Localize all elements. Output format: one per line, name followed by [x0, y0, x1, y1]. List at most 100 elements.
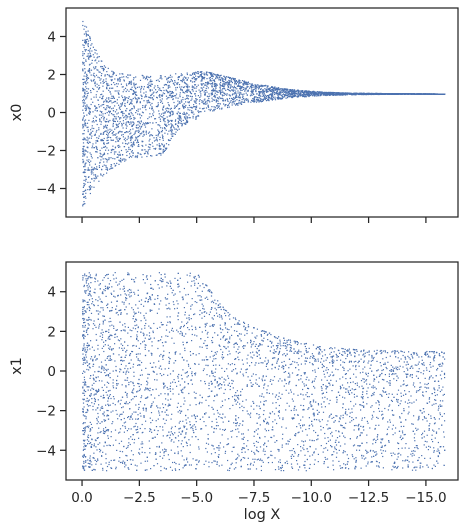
data-point [159, 94, 161, 96]
data-point [308, 93, 310, 95]
data-point [129, 153, 131, 155]
data-point [205, 284, 207, 286]
data-point [151, 135, 154, 137]
data-point [198, 460, 200, 462]
data-point [267, 95, 269, 97]
data-point [90, 153, 92, 156]
data-point [213, 73, 215, 75]
data-point [169, 93, 171, 95]
data-point [151, 134, 153, 136]
data-point [223, 103, 225, 105]
data-point [92, 46, 94, 48]
data-point [356, 436, 358, 438]
data-point [111, 167, 113, 169]
data-point [84, 40, 86, 42]
data-point [103, 143, 105, 145]
data-point [409, 93, 411, 95]
data-point [106, 167, 108, 169]
data-point [317, 91, 319, 93]
data-point [93, 174, 95, 176]
data-point [111, 95, 113, 97]
data-point [117, 112, 119, 114]
data-point [206, 82, 208, 84]
data-point [166, 298, 169, 300]
data-point [87, 57, 90, 59]
data-point [188, 392, 190, 395]
data-point [122, 86, 124, 88]
data-point [393, 93, 395, 95]
data-point [186, 121, 189, 124]
data-point [200, 111, 202, 113]
data-point [221, 91, 223, 93]
data-point [245, 81, 247, 83]
data-point [144, 96, 146, 98]
data-point [143, 88, 145, 90]
data-point [132, 124, 134, 126]
data-point [105, 80, 107, 82]
data-point [227, 89, 230, 91]
data-point [421, 93, 423, 95]
data-point [130, 151, 133, 153]
data-point [82, 193, 84, 195]
data-point [264, 96, 266, 98]
data-point [136, 137, 138, 139]
data-point [93, 78, 95, 81]
data-point [194, 93, 196, 95]
data-point [116, 162, 118, 164]
data-point [136, 142, 138, 144]
data-point [112, 71, 114, 73]
data-point [251, 94, 253, 96]
data-point [141, 156, 143, 158]
data-point [279, 97, 281, 99]
data-point [82, 162, 84, 164]
data-point [291, 92, 293, 94]
data-point [237, 401, 239, 403]
y-tick-label: 2 [47, 68, 56, 84]
data-point [212, 89, 214, 91]
data-point [154, 118, 157, 120]
data-point [118, 96, 120, 98]
data-point [221, 77, 223, 79]
data-point [140, 126, 142, 128]
data-point [204, 102, 206, 105]
data-point [97, 175, 99, 177]
data-point [203, 86, 205, 88]
data-point [251, 90, 253, 92]
data-point [135, 124, 138, 126]
data-point [232, 101, 234, 103]
data-point [188, 114, 190, 116]
data-point [149, 122, 151, 124]
data-point [190, 79, 192, 82]
data-point [267, 95, 270, 97]
data-point [129, 130, 131, 132]
data-point [128, 103, 131, 105]
data-point [344, 94, 346, 96]
data-point [191, 98, 193, 100]
data-point [149, 113, 151, 115]
data-point [183, 107, 185, 110]
data-point [367, 92, 369, 95]
data-point [158, 143, 160, 145]
data-point [213, 302, 215, 304]
data-point [145, 133, 147, 135]
data-point [89, 49, 91, 51]
data-point [103, 119, 105, 121]
data-point [160, 300, 162, 302]
data-point [167, 77, 169, 79]
data-point [185, 101, 187, 103]
data-point [138, 131, 140, 133]
data-point [235, 91, 237, 93]
data-point [82, 63, 84, 65]
data-point [92, 117, 94, 119]
data-point [93, 96, 95, 98]
data-point [124, 99, 126, 101]
data-point [192, 117, 194, 119]
data-point [90, 160, 92, 162]
data-point [130, 102, 132, 104]
data-point [212, 79, 214, 81]
data-point [202, 108, 204, 110]
data-point [222, 81, 224, 83]
data-point [225, 83, 227, 85]
data-point [274, 88, 276, 90]
data-point [305, 91, 307, 94]
